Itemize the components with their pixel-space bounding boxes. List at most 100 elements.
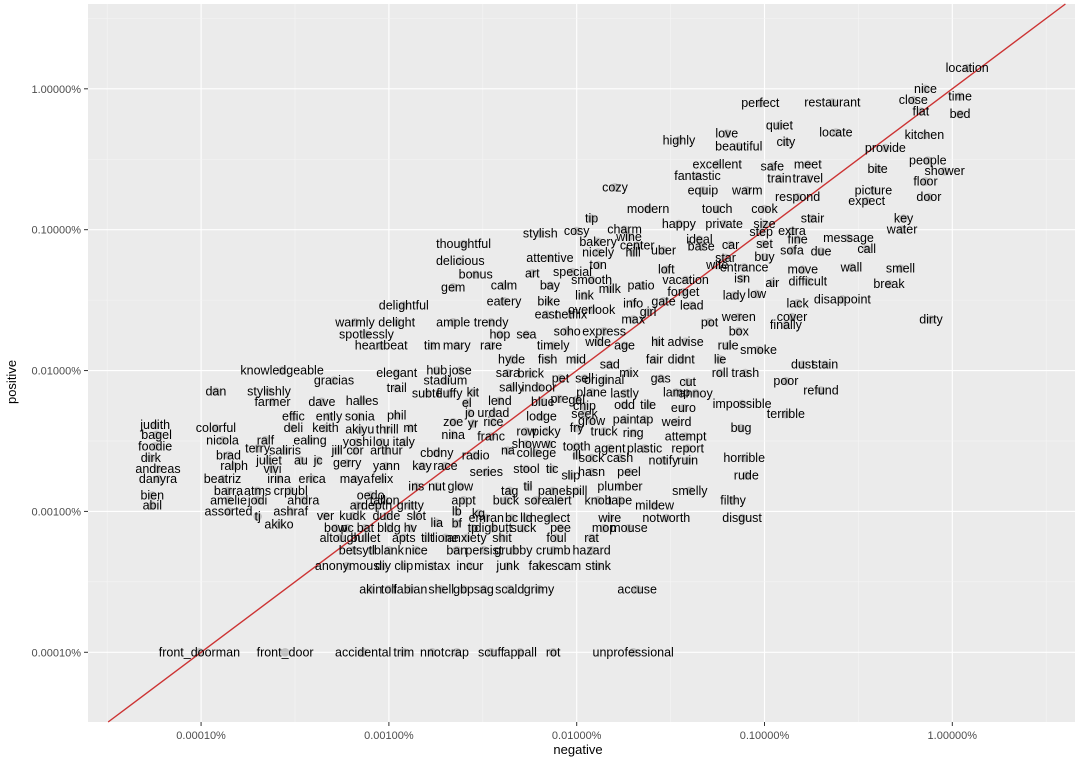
scatter-point	[640, 444, 649, 453]
word-label: thrill	[376, 423, 399, 437]
word-label: ently	[316, 410, 343, 424]
word-label: persist	[465, 543, 502, 557]
word-label: terrible	[767, 407, 805, 421]
scatter-point	[698, 186, 708, 195]
scatter-point	[366, 585, 376, 594]
scatter-point	[580, 401, 589, 411]
word-label: brick	[518, 367, 545, 381]
word-label: rare	[480, 339, 502, 353]
word-label: emran	[469, 511, 504, 525]
word-label: dude	[372, 509, 400, 523]
word-label: italy	[393, 435, 416, 449]
scatter-point	[412, 546, 421, 555]
scatter-point	[486, 341, 496, 351]
word-label: series	[470, 465, 503, 479]
scatter-point	[715, 355, 725, 364]
scatter-point	[739, 263, 749, 272]
word-label: tip	[585, 212, 598, 226]
scatter-point	[350, 318, 360, 327]
scatter-point	[683, 444, 692, 453]
word-label: hub	[426, 364, 447, 378]
word-label: nicely	[582, 245, 615, 259]
y-axis-title: positive	[4, 360, 19, 404]
word-label: plumber	[597, 480, 642, 494]
x-tick-label: 0.00010%	[176, 730, 226, 742]
scatter-point	[382, 446, 391, 456]
word-label: crpubl	[274, 484, 308, 498]
scatter-point	[760, 239, 769, 249]
word-label: unprofessional	[593, 645, 674, 659]
y-tick-label: 0.10000%	[31, 225, 81, 237]
scatter-point	[286, 507, 296, 516]
scatter-point	[650, 501, 659, 510]
scatter-point	[519, 523, 528, 533]
scatter-point	[422, 533, 432, 543]
word-label: train	[767, 172, 791, 186]
scatter-point	[737, 399, 747, 409]
word-label: hop	[489, 328, 510, 342]
scatter-point	[572, 423, 581, 433]
scatter-point	[342, 458, 352, 468]
word-label: slip	[561, 469, 580, 483]
scatter-point	[280, 446, 290, 456]
scatter-point	[499, 281, 509, 291]
scatter-point	[211, 387, 221, 396]
word-label: stylish	[523, 227, 558, 241]
word-label: fine	[788, 233, 808, 247]
scatter-point	[497, 533, 507, 543]
word-label: impossible	[713, 397, 772, 411]
word-label: rice	[483, 415, 503, 429]
word-label: box	[729, 324, 750, 338]
word-label: bien	[140, 488, 164, 502]
word-label: altough	[320, 531, 361, 545]
scatter-point	[462, 533, 472, 543]
scatter-point	[489, 523, 498, 533]
word-label: call	[857, 242, 876, 256]
scatter-point	[486, 318, 496, 327]
scatter-point	[534, 585, 544, 594]
word-label: touch	[702, 202, 733, 216]
scatter-point	[659, 246, 668, 255]
word-label: row	[516, 424, 537, 438]
scatter-point	[489, 417, 498, 427]
scatter-point	[384, 585, 394, 594]
plot-background	[88, 4, 1075, 722]
word-label: knowledgeable	[240, 364, 323, 378]
word-label: mix	[619, 366, 639, 380]
scatter-point	[146, 453, 156, 463]
scatter-point	[691, 389, 700, 398]
word-label: ralf	[257, 433, 275, 447]
word-label: lead	[680, 298, 704, 312]
word-label: til	[523, 480, 532, 494]
scatter-point	[436, 585, 446, 594]
scatter-point	[432, 518, 442, 528]
word-label: lodge	[526, 410, 557, 424]
scatter-point	[406, 523, 415, 533]
word-label: buy	[754, 250, 775, 264]
word-label: tp	[468, 521, 478, 535]
scatter-point	[542, 427, 551, 436]
scatter-point	[289, 412, 298, 422]
scatter-point	[803, 160, 813, 169]
scatter-point	[545, 513, 555, 523]
y-tick-label: 0.00010%	[31, 647, 81, 659]
scatter-point	[268, 464, 277, 474]
word-label: grubby	[494, 543, 533, 557]
scatter-point	[676, 355, 686, 364]
scatter-point	[921, 84, 930, 94]
word-label: sad	[600, 358, 620, 372]
word-label: love	[715, 127, 738, 141]
scatter-point	[681, 432, 690, 441]
scatter-point	[332, 446, 342, 456]
scatter-point	[571, 355, 581, 364]
scatter-point	[289, 423, 298, 433]
scatter-point	[572, 451, 581, 460]
scatter-point	[679, 287, 688, 297]
word-label: restaurant	[804, 96, 861, 110]
word-label: key	[894, 212, 914, 226]
scatter-point	[593, 561, 603, 571]
word-label: kay	[412, 459, 432, 473]
word-label: gem	[441, 280, 465, 294]
scatter-point	[486, 432, 496, 441]
word-label: base	[688, 240, 715, 254]
